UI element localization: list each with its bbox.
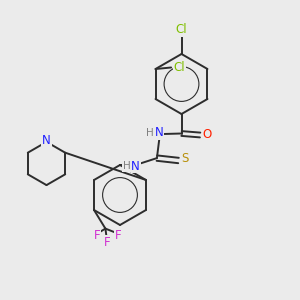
Text: N: N <box>42 134 51 148</box>
Text: F: F <box>115 229 121 242</box>
Text: Cl: Cl <box>176 23 187 36</box>
Text: S: S <box>182 152 189 166</box>
Text: N: N <box>131 160 140 173</box>
Text: F: F <box>103 236 110 249</box>
Text: H: H <box>123 161 130 171</box>
Text: N: N <box>154 126 164 139</box>
Text: H: H <box>146 128 154 138</box>
Text: Cl: Cl <box>173 61 185 74</box>
Text: F: F <box>94 229 100 242</box>
Text: O: O <box>202 128 211 142</box>
